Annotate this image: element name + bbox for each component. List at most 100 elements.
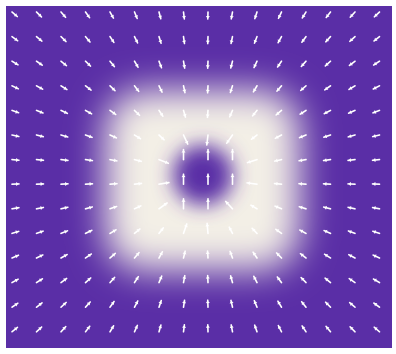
vector-arrow xyxy=(276,60,283,68)
vector-arrow xyxy=(349,11,356,18)
vector-arrow xyxy=(84,325,91,333)
vector-arrow xyxy=(84,85,92,91)
vector-arrow xyxy=(133,85,140,93)
vector-arrow xyxy=(133,205,142,210)
vector-arrow xyxy=(182,60,187,69)
vector-arrow xyxy=(84,134,93,139)
vector-arrow xyxy=(205,109,210,119)
vector-arrow xyxy=(277,300,283,309)
vector-arrow xyxy=(109,252,117,259)
vector-arrow xyxy=(348,85,356,91)
vector-arrow xyxy=(182,274,187,284)
vector-arrow xyxy=(275,109,283,116)
vector-arrow xyxy=(298,158,307,163)
vector-arrow xyxy=(253,275,258,284)
vector-arrow xyxy=(205,299,210,309)
vector-arrow xyxy=(158,251,164,259)
vector-arrow xyxy=(60,134,69,139)
vector-arrow xyxy=(35,11,43,18)
vector-arrow xyxy=(133,300,139,309)
vector-arrow xyxy=(133,35,139,44)
vector-arrow xyxy=(348,301,356,309)
vector-arrow xyxy=(373,35,381,42)
vector-arrow xyxy=(109,181,118,186)
vector-arrow xyxy=(182,109,187,118)
vector-arrow xyxy=(372,278,381,284)
vector-arrow xyxy=(35,182,45,186)
vector-arrow xyxy=(11,11,19,18)
vector-arrow xyxy=(158,181,170,186)
vector-arrow xyxy=(347,182,356,186)
vector-arrow xyxy=(11,254,20,259)
vector-arrow xyxy=(11,35,19,42)
vector-arrow xyxy=(205,11,210,20)
vector-arrow xyxy=(133,251,140,259)
vector-arrow xyxy=(35,158,45,162)
vector-arrow xyxy=(109,300,115,309)
vector-arrow xyxy=(251,109,258,117)
vector-arrow xyxy=(60,11,67,19)
vector-arrow xyxy=(109,324,115,333)
vector-arrow xyxy=(182,223,188,235)
vector-arrow xyxy=(298,134,307,139)
vector-arrow xyxy=(275,228,283,235)
vector-arrow xyxy=(133,181,143,186)
vector-arrow xyxy=(246,158,258,164)
vector-arrow xyxy=(84,11,91,19)
vector-arrow xyxy=(84,181,94,186)
vector-arrow xyxy=(372,60,381,66)
vector-arrow xyxy=(253,35,258,44)
vector-arrow xyxy=(324,277,332,284)
vector-arrow xyxy=(60,182,69,186)
vector-arrow xyxy=(109,11,115,19)
vector-arrow xyxy=(84,35,91,43)
vector-arrow xyxy=(229,85,234,94)
vector-arrow xyxy=(229,299,234,309)
vector-arrow xyxy=(182,299,187,309)
vector-arrow xyxy=(133,158,143,163)
vector-arrow xyxy=(35,278,44,284)
vector-arrow xyxy=(11,278,19,284)
vector-arrow xyxy=(324,60,332,67)
vector-arrow xyxy=(205,60,210,69)
vector-arrow xyxy=(60,85,68,91)
vector-arrow xyxy=(347,134,356,138)
vector-arrow xyxy=(182,134,189,145)
vector-arrow xyxy=(11,109,20,114)
vector-arrow xyxy=(253,324,258,333)
vector-arrow xyxy=(300,276,307,284)
vector-arrow xyxy=(181,173,186,185)
vector-arrow xyxy=(11,206,20,211)
vector-arrow xyxy=(372,109,381,114)
vector-arrow xyxy=(133,60,139,69)
vector-arrow xyxy=(273,158,283,163)
vector-arrow xyxy=(253,299,258,309)
vector-arrow xyxy=(11,302,19,309)
vector-arrow xyxy=(60,109,69,115)
vector-arrow xyxy=(224,200,234,210)
vector-arrow xyxy=(109,228,117,235)
vector-arrow xyxy=(84,253,93,259)
vector-arrow xyxy=(35,230,44,235)
vector-arrow xyxy=(323,109,332,115)
vector-arrow xyxy=(182,250,187,259)
arrow-layer xyxy=(11,11,381,333)
vector-arrow xyxy=(11,133,20,138)
vector-arrow xyxy=(158,158,170,165)
vector-arrow xyxy=(158,227,165,235)
vector-arrow xyxy=(349,326,356,333)
vector-arrow xyxy=(84,109,93,115)
vector-arrow xyxy=(273,181,283,186)
vector-arrow xyxy=(181,198,186,210)
vector-arrow xyxy=(109,276,116,284)
vector-arrow xyxy=(158,275,163,284)
vector-arrow xyxy=(301,325,307,333)
vector-arrow xyxy=(274,134,283,140)
vector-arrow xyxy=(276,85,283,92)
vector-arrow xyxy=(323,134,332,139)
vector-arrow xyxy=(301,11,307,19)
vector-arrow xyxy=(60,35,67,43)
vector-arrow xyxy=(298,205,307,210)
